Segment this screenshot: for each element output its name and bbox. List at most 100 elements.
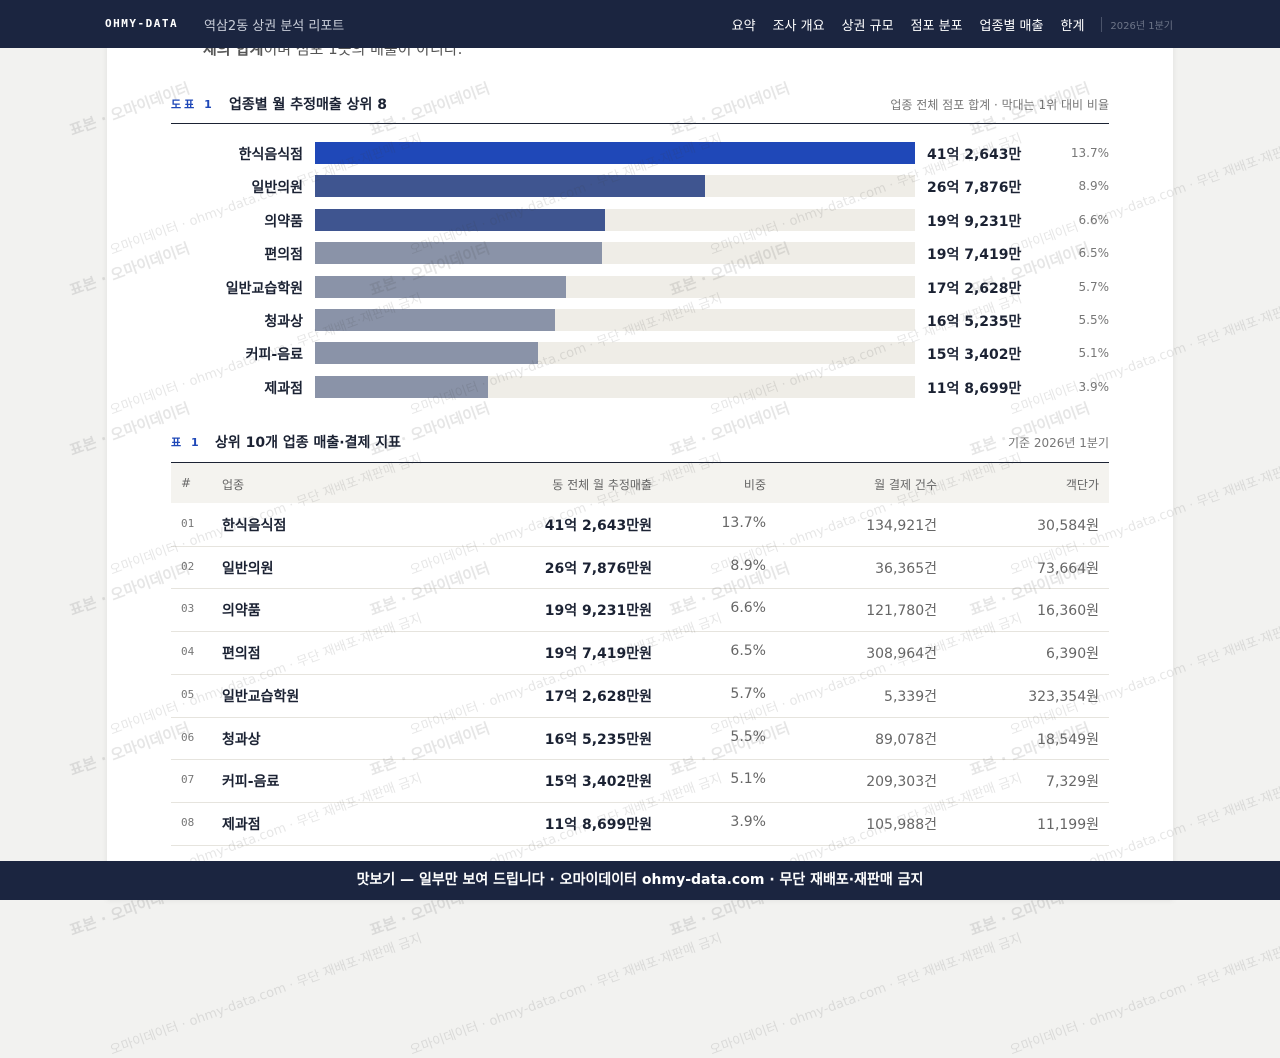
share-label: 6.6% (1078, 212, 1110, 227)
bar (315, 142, 915, 164)
share-label: 5.7% (1078, 279, 1110, 294)
column-header: # (181, 476, 192, 490)
bar (315, 375, 488, 398)
category-label: 일반의원 (251, 180, 303, 197)
figure-note: 업종 전체 점포 합계 · 막대는 1위 대비 비율 (890, 98, 1109, 112)
period: 2026년 1분기 (1101, 17, 1173, 32)
table-cell: 커피-음료 (222, 774, 280, 791)
value-label: 11억 8,699만 (927, 380, 1022, 397)
row-divider (171, 545, 1109, 547)
table-note: 기준 2026년 1분기 (1007, 436, 1109, 450)
row-divider (171, 588, 1109, 590)
subtitle: 역삼2동 상권 분석 리포트 (204, 19, 345, 34)
table-cell: 한식음식점 (222, 518, 287, 534)
value-label: 26억 7,876만 (927, 180, 1022, 197)
nav-link[interactable]: 조사 개요 (772, 19, 825, 34)
table-cell: 08 (181, 815, 195, 829)
value-label: 19억 9,231만 (927, 213, 1022, 230)
nav-link[interactable]: 상권 규모 (841, 19, 894, 34)
table-cell: 01 (181, 517, 195, 530)
table-cell: 일반교습학원 (222, 688, 300, 705)
table-cell: 편의점 (222, 646, 261, 663)
table-cell: 73,664원 (1037, 560, 1099, 577)
share-label: 6.5% (1078, 246, 1110, 261)
table-cell: 6,390원 (1046, 646, 1099, 663)
report-card: 체의 합계이며 점포 1곳의 매출이 아니다. 도표 1 업종별 월 추정매출 … (107, 0, 1173, 900)
category-label: 제과점 (264, 380, 303, 397)
table-label: 표 1 (171, 436, 202, 449)
table-cell: 323,354원 (1028, 688, 1099, 705)
table-cell: 89,078건 (875, 731, 937, 748)
table-cell: 11,199원 (1037, 816, 1099, 833)
brand[interactable]: OHMY-DATA (105, 17, 179, 30)
category-label: 한식음식점 (238, 147, 303, 163)
row-divider (171, 801, 1109, 803)
nav-link[interactable]: 한계 (1060, 19, 1085, 34)
table-cell: 15억 3,402만원 (544, 774, 652, 791)
category-label: 편의점 (264, 247, 303, 264)
row-divider (171, 631, 1109, 633)
rule (171, 462, 1109, 463)
column-header: 동 전체 월 추정매출 (552, 478, 652, 492)
bar (315, 175, 705, 198)
table-cell: 41억 2,643만원 (544, 518, 652, 534)
share-label: 3.9% (1078, 379, 1110, 394)
nav-link[interactable]: 요약 (731, 19, 756, 34)
table-cell: 5,339건 (884, 688, 937, 705)
bar (315, 275, 566, 298)
top-bar: OHMY-DATA 역삼2동 상권 분석 리포트 요약 조사 개요 상권 규모 점포 … (0, 0, 1280, 48)
table-cell: 02 (181, 559, 195, 573)
category-label: 의약품 (264, 213, 303, 230)
table-cell: 11억 8,699만원 (544, 816, 652, 833)
nav-link[interactable]: 점포 분포 (910, 19, 963, 34)
table-cell: 19억 9,231만원 (544, 603, 652, 620)
table-cell: 16억 5,235만원 (544, 731, 652, 748)
table-cell: 제과점 (222, 816, 261, 833)
table-title: 상위 10개 업종 매출·결제 지표 (215, 435, 401, 451)
table-cell: 18,549원 (1037, 731, 1099, 748)
value-label: 16억 5,235만 (927, 314, 1022, 330)
table-cell: 8.9% (730, 557, 766, 574)
table-cell: 일반의원 (222, 560, 274, 577)
table-cell: 19억 7,419만원 (544, 646, 652, 663)
share-label: 8.9% (1078, 179, 1110, 194)
rule (171, 123, 1109, 124)
bar (315, 342, 539, 365)
table-cell: 5.1% (730, 771, 766, 788)
watermark: 오마이데이터 · ohmy-data.com · 무단 재배포·재판매 금지 (708, 931, 1025, 1058)
column-header: 월 결제 건수 (874, 478, 937, 492)
watermark: 오마이데이터 · ohmy-data.com · 무단 재배포·재판매 금지 (408, 931, 725, 1058)
table-cell: 209,303건 (866, 774, 937, 791)
table-cell: 134,921건 (866, 518, 937, 534)
table-cell: 04 (181, 645, 195, 659)
table-cell: 05 (181, 687, 195, 701)
column-header: 객단가 (1065, 478, 1099, 492)
value-label: 41억 2,643만 (927, 147, 1022, 163)
table-cell: 06 (181, 730, 195, 744)
table-cell: 5.5% (730, 728, 766, 745)
bar (315, 242, 603, 265)
table-cell: 의약품 (222, 603, 261, 620)
table-cell: 6.5% (730, 643, 766, 660)
table-cell: 청과상 (222, 731, 261, 748)
row-divider (171, 716, 1109, 718)
figure-title: 업종별 월 추정매출 상위 8 (229, 97, 388, 113)
table-header (171, 463, 1109, 503)
value-label: 17억 2,628만 (927, 280, 1022, 297)
share-label: 5.5% (1078, 313, 1110, 327)
bar (315, 208, 605, 231)
category-label: 일반교습학원 (225, 280, 303, 297)
table-cell: 121,780건 (866, 603, 937, 620)
value-label: 15억 3,402만 (927, 347, 1022, 364)
watermark: 오마이데이터 · ohmy-data.com · 무단 재배포·재판매 금지 (1008, 931, 1280, 1058)
table-cell: 16,360원 (1037, 603, 1099, 620)
footer-banner: 맛보기 — 일부만 보여 드립니다 · 오마이데이터 ohmy-data.com… (0, 861, 1280, 900)
nav-link[interactable]: 업종별 매출 (979, 19, 1044, 34)
row-divider (171, 759, 1109, 761)
row-divider (171, 844, 1109, 846)
watermark: 오마이데이터 · ohmy-data.com · 무단 재배포·재판매 금지 (108, 931, 425, 1058)
table-cell: 03 (181, 602, 195, 616)
table-cell: 17억 2,628만원 (544, 688, 652, 705)
column-header: 비중 (743, 478, 766, 492)
